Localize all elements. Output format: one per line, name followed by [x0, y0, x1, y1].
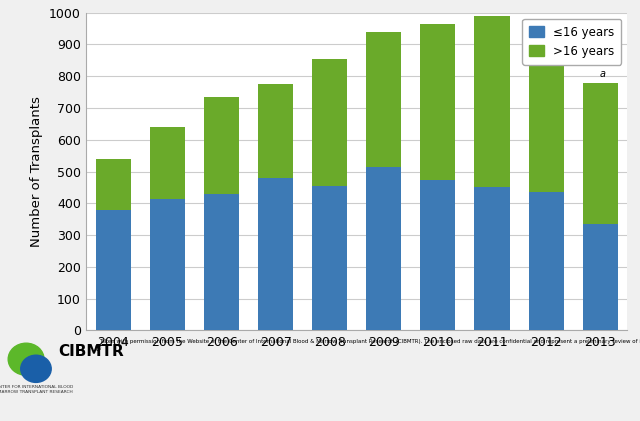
Bar [366, 32, 401, 167]
Bar [312, 186, 348, 330]
Bar [474, 187, 509, 330]
Bar [582, 83, 618, 224]
Bar [150, 199, 185, 330]
Circle shape [8, 343, 44, 375]
Legend: ≤16 years, >16 years: ≤16 years, >16 years [522, 19, 621, 64]
Bar [582, 224, 618, 330]
Bar [204, 97, 239, 194]
Bar [96, 159, 131, 210]
Bar [150, 127, 185, 199]
Text: ®: ® [94, 344, 102, 353]
Text: a: a [600, 69, 606, 79]
Circle shape [20, 355, 51, 382]
Bar [204, 194, 239, 330]
Bar [474, 16, 509, 187]
Bar [420, 179, 456, 330]
Bar [312, 59, 348, 186]
Bar [420, 24, 456, 179]
Bar [529, 192, 564, 330]
Bar [529, 33, 564, 192]
Text: CIBMTR: CIBMTR [58, 344, 124, 359]
Bar [366, 167, 401, 330]
Bar [96, 210, 131, 330]
Bar [258, 178, 293, 330]
Text: Taken with permission from the Website of the Center of International Blood & Ma: Taken with permission from the Website o… [99, 339, 640, 344]
Bar [258, 84, 293, 178]
Text: CENTER FOR INTERNATIONAL BLOOD
& MARROW TRANSPLANT RESEARCH: CENTER FOR INTERNATIONAL BLOOD & MARROW … [0, 385, 74, 394]
Text: a: a [546, 19, 552, 29]
Y-axis label: Number of Transplants: Number of Transplants [31, 96, 44, 247]
